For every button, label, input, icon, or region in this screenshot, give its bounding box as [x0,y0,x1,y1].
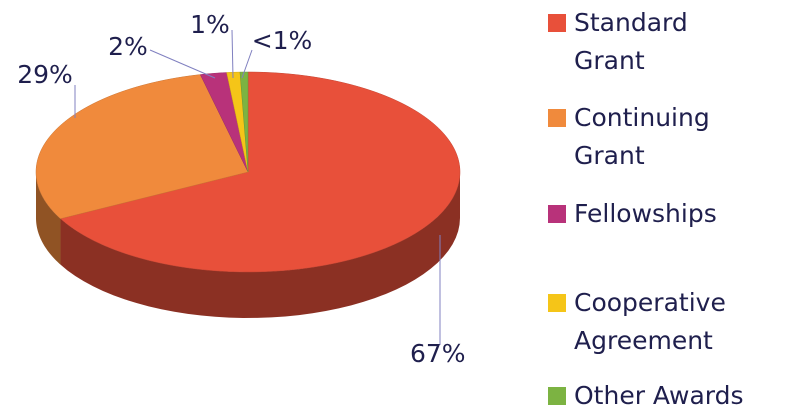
leader-line [231,29,234,79]
legend-label: Other Awards [574,381,744,409]
slice-side [36,172,61,265]
data-label: 67% [410,339,466,368]
data-label: <1% [252,26,313,55]
legend-swatch [548,14,566,32]
slice [59,71,461,273]
slice-side [60,172,460,318]
leader-line [241,49,253,79]
legend-swatch [548,387,566,405]
slice [35,74,249,219]
data-label: 29% [17,60,73,89]
legend-label: Continuing Grant [574,103,710,170]
legend-label: Fellowships [574,199,717,228]
data-label: 1% [190,10,230,39]
slice [199,72,249,173]
legend-item: Continuing Grant [548,99,808,175]
legend-swatch [548,294,566,312]
legend-item: Fellowships [548,195,808,233]
leader-line [149,49,216,79]
legend-item: Cooperative Agreement [548,284,808,360]
legend-swatch [548,109,566,127]
legend-item: Other Awards [548,377,808,409]
legend-item: Standard Grant [548,4,808,80]
data-label: 2% [108,32,148,61]
legend-label: Cooperative Agreement [574,288,726,355]
legend-swatch [548,205,566,223]
legend-label: Standard Grant [574,8,688,75]
